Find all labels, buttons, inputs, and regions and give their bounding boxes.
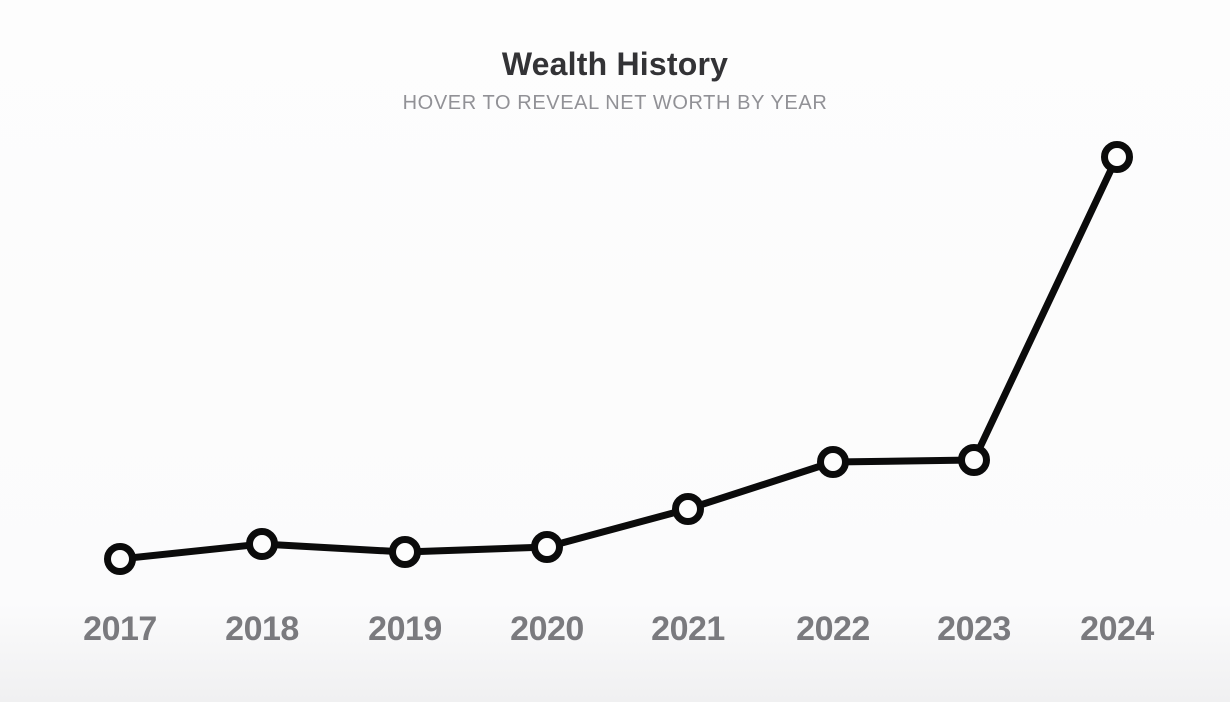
chart-header: Wealth History HOVER TO REVEAL NET WORTH… (0, 0, 1230, 115)
data-point-2023[interactable] (958, 444, 990, 476)
wealth-line (116, 153, 1121, 563)
data-point-2021[interactable] (672, 493, 704, 525)
page-subtitle: HOVER TO REVEAL NET WORTH BY YEAR (402, 92, 828, 114)
data-point-2018[interactable] (246, 528, 278, 560)
data-point-2022[interactable] (817, 446, 849, 478)
page-title: Wealth History (501, 46, 729, 82)
data-point-2024[interactable] (1101, 141, 1133, 173)
data-point-2019[interactable] (389, 536, 421, 568)
data-point-2017[interactable] (104, 543, 136, 575)
data-point-2020[interactable] (531, 531, 563, 563)
